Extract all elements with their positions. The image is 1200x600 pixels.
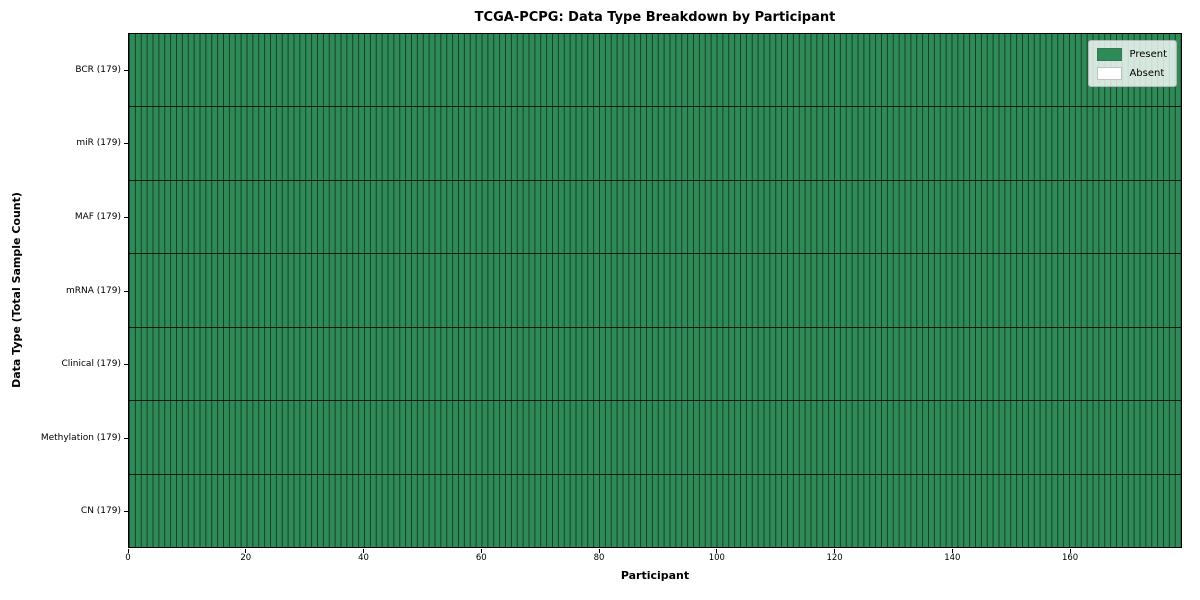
x-tick-mark	[363, 549, 365, 553]
heatmap-row-MAF	[129, 179, 1181, 254]
x-tick-mark	[716, 549, 718, 553]
y-tick-mark	[124, 290, 128, 292]
plot-area: Present Absent	[128, 33, 1182, 548]
heatmap-row-miR	[129, 106, 1181, 180]
x-tick-mark	[245, 549, 247, 553]
x-tick-mark	[951, 549, 953, 553]
heatmap-row-mRNA	[129, 253, 1181, 327]
x-tick-mark	[1069, 549, 1071, 553]
x-tick-label: 100	[708, 553, 725, 563]
y-tick-mark	[124, 69, 128, 71]
x-tick-label: 140	[944, 553, 961, 563]
x-tick-label: 40	[358, 553, 369, 563]
x-tick-mark	[834, 549, 836, 553]
heatmap-row-Methylation	[129, 400, 1181, 474]
y-tick-mark	[124, 216, 128, 218]
x-tick-label: 120	[826, 553, 843, 563]
x-tick-label: 160	[1061, 553, 1079, 563]
x-tick-label: 80	[593, 553, 605, 563]
y-tick-label-BCR: BCR (179)	[75, 64, 121, 75]
heatmap-row-Clinical	[129, 326, 1181, 401]
x-tick-label: 0	[125, 553, 131, 563]
legend-label: Absent	[1129, 68, 1165, 79]
legend-entry-present: Present	[1097, 48, 1167, 61]
y-tick-label-miR: miR (179)	[76, 138, 121, 149]
legend-swatch-absent	[1097, 67, 1123, 80]
y-tick-label-MAF: MAF (179)	[74, 211, 121, 222]
legend-label: Present	[1129, 49, 1167, 60]
y-tick-mark	[124, 364, 128, 366]
legend: Present Absent	[1088, 40, 1177, 87]
chart-title: TCGA-PCPG: Data Type Breakdown by Partic…	[474, 10, 836, 25]
heatmap-rows	[129, 34, 1181, 547]
y-tick-label-CN: CN (179)	[80, 506, 121, 517]
x-tick-mark	[598, 549, 600, 553]
y-tick-mark	[124, 511, 128, 513]
x-tick-label: 20	[240, 553, 252, 563]
x-tick-mark	[127, 549, 129, 553]
heatmap-row-BCR	[129, 34, 1181, 107]
y-tick-label-Methylation: Methylation (179)	[40, 432, 121, 443]
x-axis-label: Participant	[620, 569, 690, 582]
y-tick-mark	[124, 143, 128, 145]
y-tick-label-Clinical: Clinical (179)	[61, 359, 121, 370]
legend-entry-absent: Absent	[1097, 67, 1167, 80]
x-tick-mark	[480, 549, 482, 553]
y-tick-mark	[124, 437, 128, 439]
x-tick-label: 60	[475, 553, 487, 563]
legend-swatch-present	[1097, 48, 1123, 61]
heatmap-row-CN	[129, 473, 1181, 547]
y-tick-label-mRNA: mRNA (179)	[66, 285, 121, 296]
